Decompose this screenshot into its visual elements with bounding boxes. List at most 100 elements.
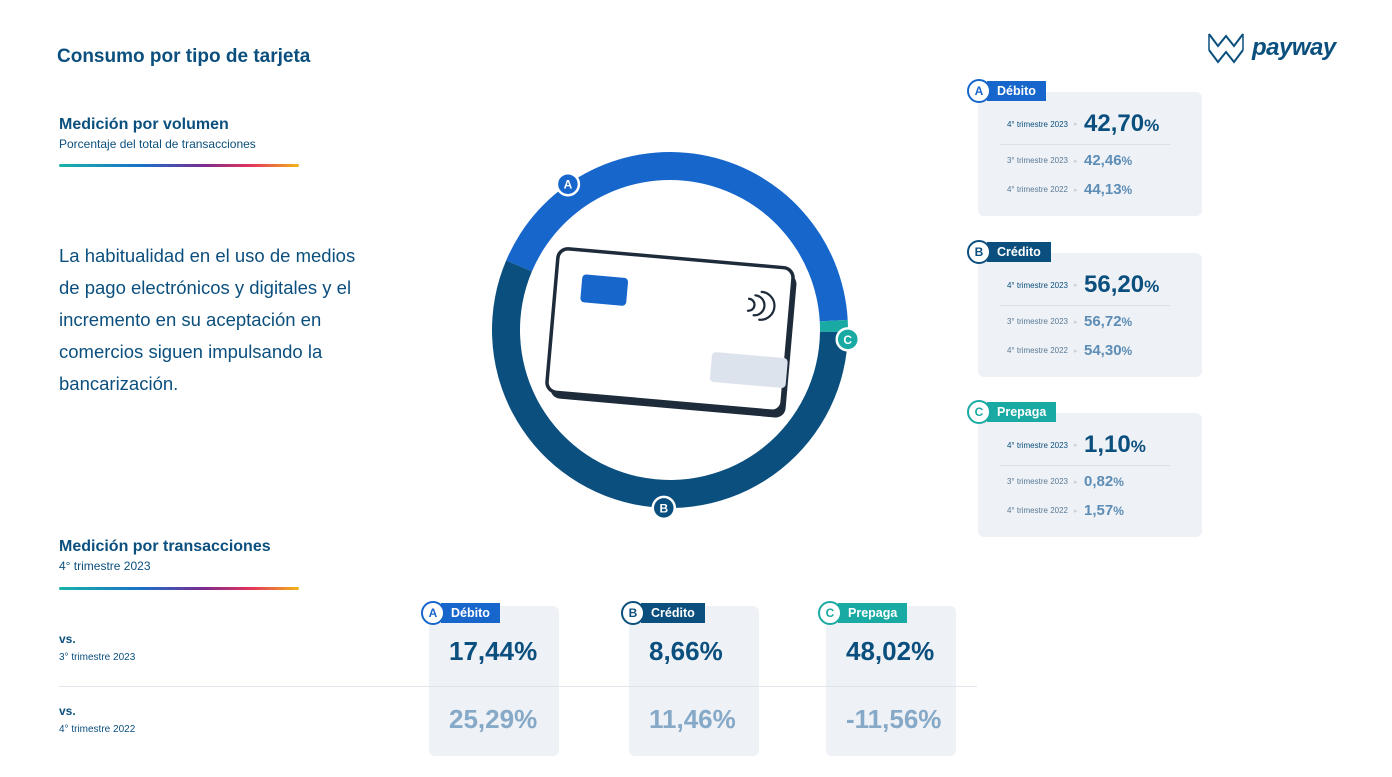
share-value: 44,13% bbox=[1084, 181, 1133, 198]
card-type-tag: A Débito bbox=[967, 79, 1046, 103]
row-label-prev-year: vs. 4° trimestre 2022 bbox=[59, 704, 135, 735]
transaction-card-c bbox=[826, 606, 956, 756]
period-label: 4° trimestre 2022 bbox=[1006, 346, 1068, 355]
arrow-icon: ▸ bbox=[1074, 478, 1078, 486]
card-type-tag: C Prepaga bbox=[818, 601, 908, 625]
transaction-card-b bbox=[629, 606, 759, 756]
growth-vs-prev-year: 11,46% bbox=[649, 704, 736, 734]
card-type-label: Prepaga bbox=[838, 603, 908, 623]
brand-logo: payway bbox=[1206, 30, 1356, 66]
share-value: 56,72% bbox=[1084, 313, 1133, 330]
marker-badge: B bbox=[621, 601, 645, 625]
marker-badge: C bbox=[967, 400, 991, 424]
marker-badge: C bbox=[818, 601, 842, 625]
period-label: 4° trimestre 2023 bbox=[1006, 280, 1068, 290]
donut-slices bbox=[492, 152, 848, 508]
credit-card-illustration bbox=[545, 247, 797, 418]
period-label: 3° trimestre 2023 bbox=[1006, 156, 1068, 165]
arrow-icon: ▸ bbox=[1074, 347, 1078, 355]
share-value: 42,46% bbox=[1084, 152, 1133, 169]
growth-vs-prev-quarter: 17,44% bbox=[449, 636, 538, 666]
gradient-divider bbox=[59, 164, 299, 167]
share-value: 1,10% bbox=[1084, 431, 1146, 458]
card-divider bbox=[1000, 465, 1170, 466]
volume-row: 3° trimestre 2023 ▸ 56,72% bbox=[978, 313, 1168, 330]
volume-row: 4° trimestre 2023 ▸ 1,10% bbox=[978, 431, 1168, 459]
marker-badge: B bbox=[967, 240, 991, 264]
volume-row: 3° trimestre 2023 ▸ 42,46% bbox=[978, 152, 1168, 169]
transactions-subheading: 4° trimestre 2023 bbox=[59, 559, 151, 573]
arrow-icon: ▸ bbox=[1074, 186, 1078, 194]
transactions-heading: Medición por transacciones bbox=[59, 538, 271, 555]
volume-card-a: 4° trimestre 2023 ▸ 42,70% 3° trimestre 202… bbox=[978, 92, 1202, 216]
brand-name: payway bbox=[1252, 34, 1336, 61]
donut-slice-a bbox=[506, 152, 848, 322]
volume-row: 3° trimestre 2023 ▸ 0,82% bbox=[978, 473, 1168, 490]
card-type-label: Prepaga bbox=[987, 402, 1057, 422]
period-label: 4° trimestre 2023 bbox=[1006, 440, 1068, 450]
marker-badge: A bbox=[967, 79, 991, 103]
volume-card-c: 4° trimestre 2023 ▸ 1,10% 3° trimestre 2023… bbox=[978, 413, 1202, 537]
growth-vs-prev-year: -11,56% bbox=[846, 704, 942, 734]
arrow-icon: ▸ bbox=[1074, 157, 1078, 165]
marker-letter: B bbox=[659, 501, 668, 515]
volume-row: 4° trimestre 2023 ▸ 56,20% bbox=[978, 271, 1168, 299]
row-label-prev-quarter: vs. 3° trimestre 2023 bbox=[59, 632, 135, 663]
share-value: 0,82% bbox=[1084, 473, 1124, 490]
card-chip-icon bbox=[580, 274, 629, 306]
card-divider bbox=[1000, 305, 1170, 306]
volume-row: 4° trimestre 2023 ▸ 42,70% bbox=[978, 110, 1168, 138]
period-label: 3° trimestre 2023 bbox=[1006, 477, 1068, 486]
arrow-icon: ▸ bbox=[1074, 121, 1078, 128]
period-label: 4° trimestre 2022 bbox=[59, 724, 136, 735]
period-label: 4° trimestre 2023 bbox=[1006, 119, 1068, 129]
description-paragraph: La habitualidad en el uso de medios de p… bbox=[59, 245, 356, 394]
marker-badge: A bbox=[421, 601, 445, 625]
donut-marker-a: A bbox=[555, 171, 581, 197]
transaction-card-a bbox=[429, 606, 559, 756]
card-label-block bbox=[709, 352, 788, 388]
card-type-tag: B Crédito bbox=[967, 240, 1051, 264]
vs-label: vs. bbox=[59, 704, 76, 718]
growth-vs-prev-quarter: 48,02% bbox=[846, 636, 935, 666]
share-value: 42,70% bbox=[1084, 110, 1160, 137]
volume-row: 4° trimestre 2022 ▸ 54,30% bbox=[978, 342, 1168, 359]
contactless-icon bbox=[746, 290, 776, 321]
payway-logo-icon bbox=[1208, 33, 1244, 64]
card-type-tag: B Crédito bbox=[621, 601, 705, 625]
arrow-icon: ▸ bbox=[1074, 507, 1078, 515]
card-divider bbox=[1000, 144, 1170, 145]
vs-label: vs. bbox=[59, 632, 76, 646]
period-label: 3° trimestre 2023 bbox=[59, 652, 136, 663]
card-type-tag: C Prepaga bbox=[967, 400, 1057, 424]
gradient-divider bbox=[59, 587, 299, 590]
arrow-icon: ▸ bbox=[1074, 282, 1078, 289]
donut-markers: A B C bbox=[555, 171, 861, 521]
card-type-label: Débito bbox=[441, 603, 500, 623]
transactions-header: Medición por transacciones 4° trimestre … bbox=[59, 538, 271, 573]
period-label: 4° trimestre 2022 bbox=[1006, 506, 1068, 515]
volume-row: 4° trimestre 2022 ▸ 1,57% bbox=[978, 502, 1168, 519]
donut-marker-b: B bbox=[651, 495, 677, 521]
row-divider bbox=[59, 686, 977, 687]
card-type-tag: A Débito bbox=[421, 601, 500, 625]
card-type-label: Débito bbox=[987, 81, 1046, 101]
volume-header: Medición por volumen Porcentaje del tota… bbox=[59, 116, 256, 151]
volume-card-b: 4° trimestre 2023 ▸ 56,20% 3° trimestre 202… bbox=[978, 253, 1202, 377]
card-type-label: Crédito bbox=[987, 242, 1051, 262]
growth-vs-prev-quarter: 8,66% bbox=[649, 636, 723, 666]
arrow-icon: ▸ bbox=[1074, 442, 1078, 449]
share-value: 1,57% bbox=[1084, 502, 1124, 519]
card-type-label: Crédito bbox=[641, 603, 705, 623]
page-title: Consumo por tipo de tarjeta bbox=[57, 46, 311, 67]
period-label: 3° trimestre 2023 bbox=[1006, 317, 1068, 326]
period-label: 4° trimestre 2022 bbox=[1006, 185, 1068, 194]
growth-vs-prev-year: 25,29% bbox=[449, 704, 538, 734]
volume-heading: Medición por volumen bbox=[59, 116, 229, 133]
share-value: 54,30% bbox=[1084, 342, 1133, 359]
card-type-donut-chart: A B C bbox=[492, 152, 861, 521]
marker-letter: A bbox=[564, 178, 573, 192]
marker-letter: C bbox=[843, 333, 852, 347]
donut-slice-c bbox=[819, 319, 848, 333]
share-value: 56,20% bbox=[1084, 271, 1160, 298]
